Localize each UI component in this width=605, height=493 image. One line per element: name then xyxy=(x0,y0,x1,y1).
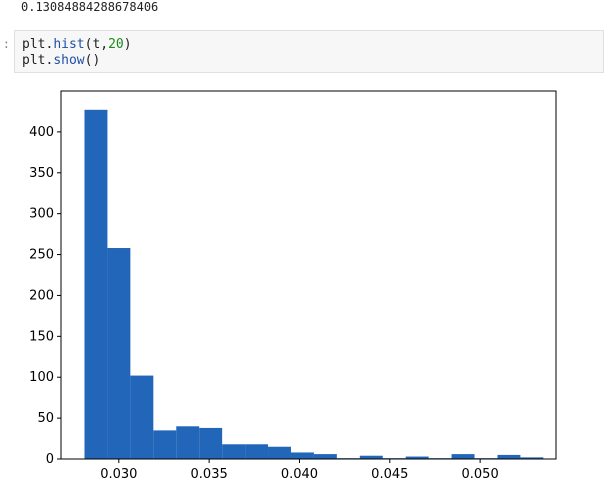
y-tick-label: 150 xyxy=(29,329,54,344)
histogram-chart: 0 50 100 150 200 250 300 350 400 0.030 0.035 0.040 0… xyxy=(29,90,557,482)
code-token-function: hist xyxy=(53,37,85,52)
plot-output: 0 50 100 150 200 250 300 350 400 0.030 0.035 0.040 0… xyxy=(0,80,605,489)
cell-prompt: : xyxy=(2,37,10,51)
histogram-bar xyxy=(130,375,154,459)
y-tick-label: 100 xyxy=(29,370,54,385)
histogram-bar xyxy=(176,426,200,459)
histogram-bar xyxy=(107,248,131,459)
x-tick-label: 0.040 xyxy=(281,467,318,482)
x-tick-label: 0.045 xyxy=(371,467,408,482)
histogram-bar xyxy=(153,430,177,459)
histogram-bar xyxy=(199,427,223,459)
code-token-function: show xyxy=(53,53,85,68)
histogram-bar xyxy=(497,454,521,459)
histogram-bar xyxy=(245,444,269,459)
histogram-bar xyxy=(290,452,314,459)
y-tick-label: 0 xyxy=(46,452,54,467)
histogram-bars xyxy=(84,109,544,459)
plot-frame xyxy=(60,90,557,460)
y-tick-label: 300 xyxy=(29,207,54,222)
histogram-bar xyxy=(84,109,108,459)
code-token-number: 20 xyxy=(108,37,124,52)
histogram-bar xyxy=(520,457,544,459)
cell-output-text: 0.13084884288678406 xyxy=(21,0,159,14)
histogram-bar xyxy=(405,456,429,459)
code-token: ) xyxy=(123,37,132,52)
histogram-bar xyxy=(268,446,291,459)
chart-axes: 0 50 100 150 200 250 300 350 400 0.030 0.035 0.040 0… xyxy=(29,90,557,482)
y-tick-label: 200 xyxy=(29,288,54,303)
histogram-bar xyxy=(222,444,246,459)
code-line-2[interactable]: plt.show() xyxy=(22,53,100,69)
code-token: plt. xyxy=(22,37,54,52)
histogram-bar xyxy=(313,454,337,459)
code-token: () xyxy=(84,53,101,68)
x-tick-label: 0.035 xyxy=(191,467,228,482)
y-tick-label: 350 xyxy=(29,166,54,181)
x-tick-label: 0.030 xyxy=(100,467,137,482)
x-tick-label: 0.050 xyxy=(462,467,499,482)
code-line-1[interactable]: plt.hist(t,20) xyxy=(22,37,132,53)
y-tick-label: 250 xyxy=(29,248,54,263)
code-cell[interactable]: plt.hist(t,20) plt.show() xyxy=(14,30,604,73)
y-tick-label: 50 xyxy=(37,411,54,426)
code-token: plt. xyxy=(22,53,54,68)
histogram-bar xyxy=(359,455,383,459)
histogram-bar xyxy=(451,454,475,459)
y-tick-label: 400 xyxy=(29,125,54,140)
code-token: (t, xyxy=(84,37,109,52)
